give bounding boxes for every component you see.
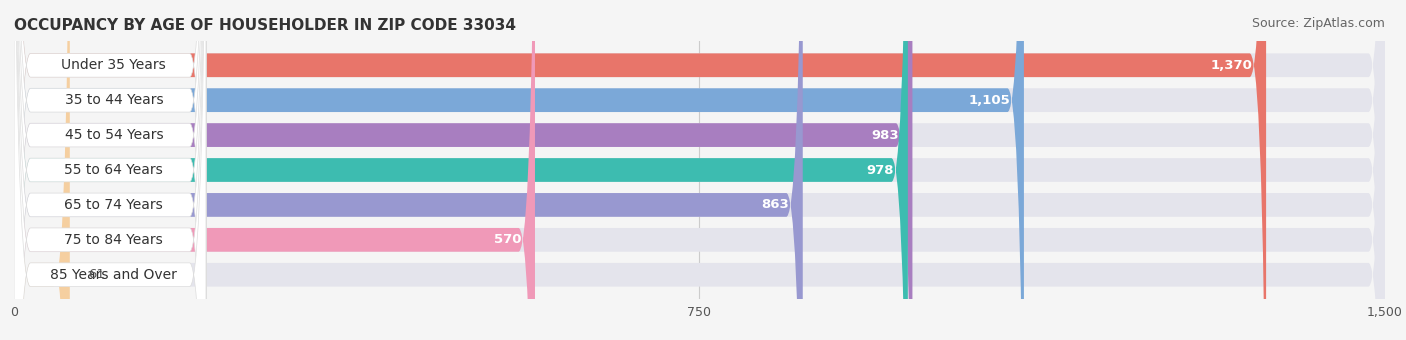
Text: 978: 978 <box>866 164 894 176</box>
Text: 45 to 54 Years: 45 to 54 Years <box>65 128 163 142</box>
FancyBboxPatch shape <box>14 0 1024 340</box>
Text: 1,370: 1,370 <box>1211 59 1253 72</box>
Text: 85 Years and Over: 85 Years and Over <box>51 268 177 282</box>
FancyBboxPatch shape <box>14 0 1385 340</box>
Text: 65 to 74 Years: 65 to 74 Years <box>65 198 163 212</box>
FancyBboxPatch shape <box>14 0 1267 340</box>
FancyBboxPatch shape <box>14 0 207 340</box>
Text: 1,105: 1,105 <box>969 94 1010 107</box>
FancyBboxPatch shape <box>14 0 207 340</box>
FancyBboxPatch shape <box>14 0 534 340</box>
Text: 863: 863 <box>761 199 789 211</box>
Text: OCCUPANCY BY AGE OF HOUSEHOLDER IN ZIP CODE 33034: OCCUPANCY BY AGE OF HOUSEHOLDER IN ZIP C… <box>14 18 516 33</box>
Text: 570: 570 <box>494 233 522 246</box>
FancyBboxPatch shape <box>14 0 70 340</box>
FancyBboxPatch shape <box>14 0 1385 340</box>
FancyBboxPatch shape <box>14 0 1385 340</box>
FancyBboxPatch shape <box>14 0 207 340</box>
FancyBboxPatch shape <box>14 0 908 340</box>
Text: 61: 61 <box>89 268 105 281</box>
FancyBboxPatch shape <box>14 0 207 340</box>
FancyBboxPatch shape <box>14 0 912 340</box>
Text: 983: 983 <box>872 129 898 141</box>
FancyBboxPatch shape <box>14 0 1385 340</box>
FancyBboxPatch shape <box>14 0 1385 340</box>
FancyBboxPatch shape <box>14 0 803 340</box>
Text: Source: ZipAtlas.com: Source: ZipAtlas.com <box>1251 17 1385 30</box>
FancyBboxPatch shape <box>14 0 1385 340</box>
FancyBboxPatch shape <box>14 0 207 340</box>
Text: 75 to 84 Years: 75 to 84 Years <box>65 233 163 247</box>
FancyBboxPatch shape <box>14 0 207 340</box>
Text: Under 35 Years: Under 35 Years <box>62 58 166 72</box>
Text: 35 to 44 Years: 35 to 44 Years <box>65 93 163 107</box>
FancyBboxPatch shape <box>14 0 207 340</box>
FancyBboxPatch shape <box>14 0 1385 340</box>
Text: 55 to 64 Years: 55 to 64 Years <box>65 163 163 177</box>
